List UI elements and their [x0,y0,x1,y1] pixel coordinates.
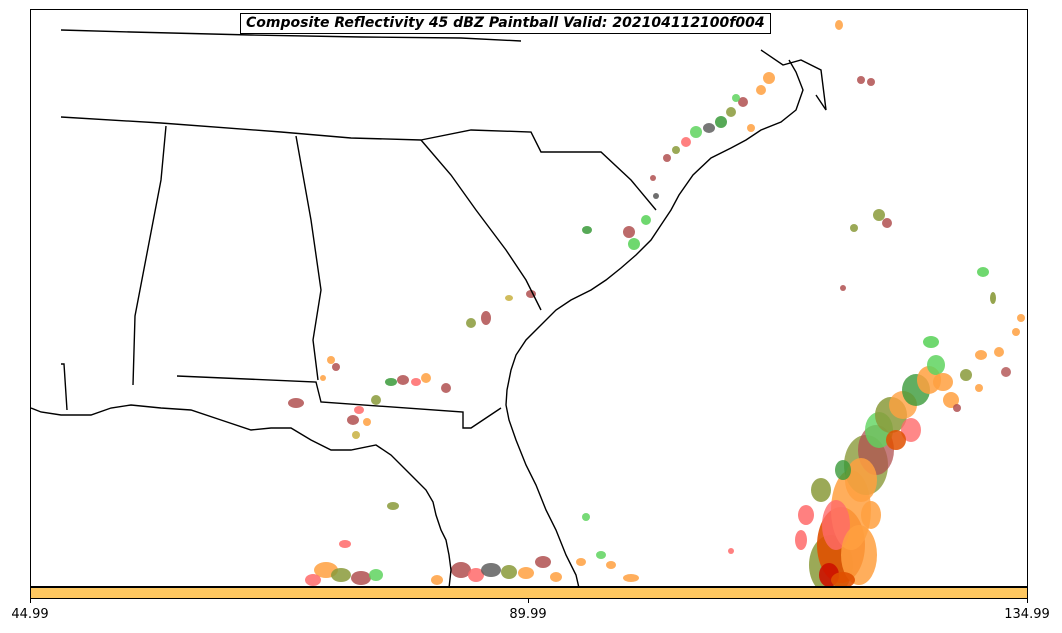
reflectivity-paintballs [288,20,1025,586]
paintball-cluster-gulf-south [305,513,734,586]
paintball-cluster-offshore-band [795,267,1025,586]
colorbar-tick-label-mid: 89.99 [509,607,547,622]
map-title: Composite Reflectivity 45 dBZ Paintball … [240,13,771,34]
colorbar-tick-label-min: 44.99 [11,607,49,622]
map-canvas [31,20,1025,586]
coastline-atlantic [505,49,827,586]
map-panel [30,9,1028,587]
paintball-cluster-offshore-north [835,20,892,291]
colorbar-tick-left [30,599,31,603]
map-boundaries [31,29,827,586]
paintball-cluster-nc-coast [650,72,775,199]
colorbar-tick-middle [528,599,529,603]
paintball-cluster-sc-coast [466,215,651,328]
colorbar-tick-right [1027,599,1028,603]
colorbar-tick-label-max: 134.99 [1004,607,1050,622]
paintball-cluster-gulf-states [288,356,451,548]
coastline-gulf [31,404,452,586]
colorbar [30,587,1028,599]
state-borders [60,29,657,429]
